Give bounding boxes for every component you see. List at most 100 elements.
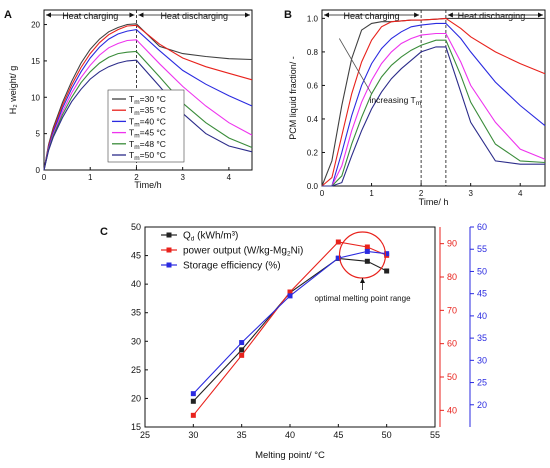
y-tick-label: 0.8	[307, 48, 319, 57]
y-tick-label-right-efficiency: 20	[477, 400, 487, 410]
legend-label: Tm=40 °C	[129, 116, 166, 128]
legend-label: Tm=50 °C	[129, 150, 166, 162]
x-tick-label: 3	[468, 189, 473, 198]
x-tick-label: 40	[285, 430, 295, 440]
optimal-range-circle	[338, 231, 387, 279]
phase-label-discharging: Heat discharging	[458, 11, 526, 21]
data-marker	[335, 239, 341, 245]
panel-label: B	[284, 9, 292, 21]
legend-label: Tm=35 °C	[129, 105, 166, 117]
y-tick-label-left: 15	[131, 422, 141, 432]
legend-label: power output (W/kg-Mg2Ni)	[183, 246, 303, 258]
y-tick-label-right-power: 80	[447, 272, 457, 282]
y-tick-label-left: 35	[131, 308, 141, 318]
y-tick-label: 10	[31, 93, 40, 102]
series-line	[192, 257, 387, 402]
series-line	[322, 32, 546, 187]
legend-label: Storage efficiency (%)	[183, 261, 281, 272]
x-axis-label: Melting point/ °C	[255, 450, 325, 461]
y-tick-label: 0.4	[307, 115, 319, 124]
series-line	[322, 22, 546, 187]
y-tick-label-left: 25	[131, 365, 141, 375]
plot-frame	[43, 9, 253, 171]
legend-marker	[166, 232, 172, 238]
y-axis-label: PCM liquid fraction/ -	[288, 56, 298, 140]
y-tick-label-left: 30	[131, 336, 141, 346]
panel-a: A 0 1 2 3 4 0 5 10 15 20 Time/h H₂ weight/ g Heat cha…	[4, 9, 253, 190]
x-tick-label: 25	[140, 430, 150, 440]
series-line	[322, 46, 545, 187]
phase-label-discharging: Heat discharging	[160, 11, 228, 21]
y-tick-label-left: 20	[131, 393, 141, 403]
legend-label: Tm=45 °C	[129, 128, 166, 140]
phase-label-charging: Heat charging	[62, 11, 118, 21]
x-tick-label: 50	[382, 430, 392, 440]
legend-marker	[166, 262, 172, 268]
y-tick-label-right-efficiency: 40	[477, 311, 487, 321]
series-line	[43, 50, 253, 171]
data-marker	[364, 248, 370, 254]
y-tick-label-left: 40	[131, 279, 141, 289]
y-tick-label-right-efficiency: 50	[477, 266, 487, 276]
legend-label: Tm=30 °C	[129, 94, 166, 106]
data-marker	[335, 255, 341, 261]
y-tick-label: 0.2	[307, 148, 319, 157]
arrow-head	[360, 278, 365, 283]
annotation-label: optimal melting point range	[314, 294, 411, 303]
y-tick-label-right-efficiency: 25	[477, 378, 487, 388]
series-line	[43, 24, 253, 171]
data-marker	[239, 340, 245, 346]
y-tick-label: 20	[31, 21, 40, 30]
panel-label: A	[4, 9, 12, 21]
series-line	[43, 39, 253, 171]
series-line	[192, 250, 387, 395]
x-tick-label: 45	[333, 430, 343, 440]
y-tick-label-left: 45	[131, 251, 141, 261]
y-tick-label-left: 50	[131, 222, 141, 232]
x-tick-label: 0	[42, 173, 47, 182]
x-tick-label: 55	[430, 430, 440, 440]
y-tick-label-right-power: 40	[447, 405, 457, 415]
arrow-head	[324, 12, 329, 18]
y-tick-label: 0	[36, 166, 41, 175]
x-tick-label: 0	[320, 189, 325, 198]
x-axis-label: Time/ h	[419, 197, 449, 207]
y-tick-label-right-efficiency: 35	[477, 333, 487, 343]
y-tick-label: 5	[36, 130, 41, 139]
arrow-head	[414, 12, 420, 18]
series-line	[322, 39, 546, 187]
panel-c: C 25 30 35 40 45 50 55 Melting point/ °C 15 20 25 30…	[100, 222, 487, 461]
x-tick-label: 2	[419, 189, 424, 198]
data-marker	[190, 398, 196, 404]
y-axis-label: H₂ weight/ g	[8, 66, 18, 115]
arrow-head	[245, 12, 250, 18]
data-marker	[239, 352, 245, 358]
series-line	[192, 241, 387, 416]
data-marker	[287, 293, 293, 299]
arrow-head	[447, 12, 453, 18]
y-tick-label-right-efficiency: 55	[477, 244, 487, 254]
x-tick-label: 4	[227, 173, 232, 182]
y-tick-label-right-efficiency: 45	[477, 289, 487, 299]
y-tick-label-right-efficiency: 30	[477, 355, 487, 365]
data-marker	[364, 244, 370, 250]
y-tick-label: 0.0	[307, 182, 319, 191]
series-line	[321, 17, 545, 187]
data-marker	[384, 251, 390, 257]
y-tick-label-right-power: 50	[447, 372, 457, 382]
annotation-arrow	[338, 38, 372, 95]
legend-marker	[166, 247, 172, 253]
y-tick-label-right-power: 90	[447, 239, 457, 249]
y-tick-label: 0.6	[307, 81, 319, 90]
y-tick-label-right-efficiency: 60	[477, 222, 487, 232]
arrow-head	[138, 12, 144, 18]
data-marker	[239, 347, 245, 353]
arrow-head	[46, 12, 51, 18]
y-tick-label: 15	[31, 57, 40, 66]
x-tick-label: 1	[369, 189, 374, 198]
annotation-label: increasing Tm	[370, 95, 422, 107]
series-line	[43, 29, 253, 171]
x-tick-label: 3	[180, 173, 185, 182]
series-line	[43, 59, 253, 171]
